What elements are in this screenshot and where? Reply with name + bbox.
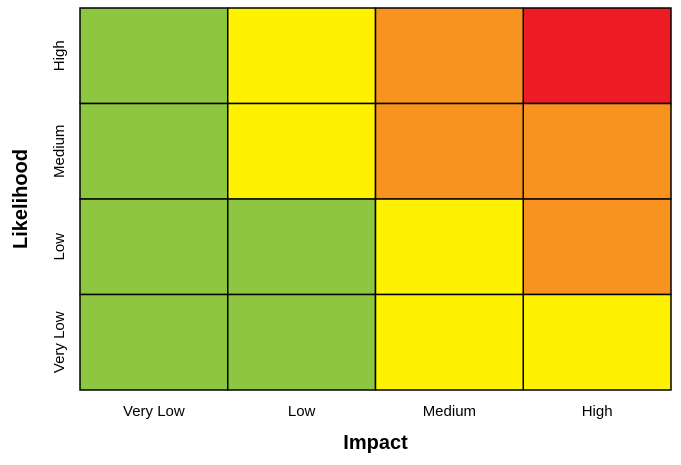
cell-high-likelihood-low-impact — [227, 7, 377, 105]
y-tick-low: Low — [51, 233, 68, 261]
x-tick-very-low: Very Low — [123, 403, 185, 420]
cell-low-likelihood-low-impact — [227, 198, 377, 296]
y-tick-very-low: Very Low — [51, 311, 68, 373]
x-tick-medium: Medium — [423, 403, 476, 420]
x-axis-ticks: Very Low Low Medium High — [123, 403, 613, 420]
y-axis-ticks: High Medium Low Very Low — [51, 40, 68, 373]
y-tick-medium: Medium — [51, 125, 68, 178]
x-tick-low: Low — [288, 403, 316, 420]
x-axis-title: Impact — [343, 432, 408, 454]
cell-high-likelihood-high-impact — [522, 7, 672, 105]
cell-very-low-likelihood-low-impact — [227, 293, 377, 391]
cell-very-low-likelihood-high-impact — [522, 293, 672, 391]
x-tick-high: High — [582, 403, 613, 420]
cell-medium-likelihood-high-impact — [522, 102, 672, 200]
y-axis-title: Likelihood — [10, 149, 32, 249]
cell-high-likelihood-very-low-impact — [79, 7, 229, 105]
heatmap-cells — [79, 7, 672, 391]
cell-very-low-likelihood-very-low-impact — [79, 293, 229, 391]
cell-low-likelihood-medium-impact — [374, 198, 524, 296]
cell-medium-likelihood-low-impact — [227, 102, 377, 200]
cell-low-likelihood-very-low-impact — [79, 198, 229, 296]
cell-medium-likelihood-medium-impact — [374, 102, 524, 200]
cell-low-likelihood-high-impact — [522, 198, 672, 296]
cell-very-low-likelihood-medium-impact — [374, 293, 524, 391]
y-tick-high: High — [51, 40, 68, 71]
cell-high-likelihood-medium-impact — [374, 7, 524, 105]
cell-medium-likelihood-very-low-impact — [79, 102, 229, 200]
